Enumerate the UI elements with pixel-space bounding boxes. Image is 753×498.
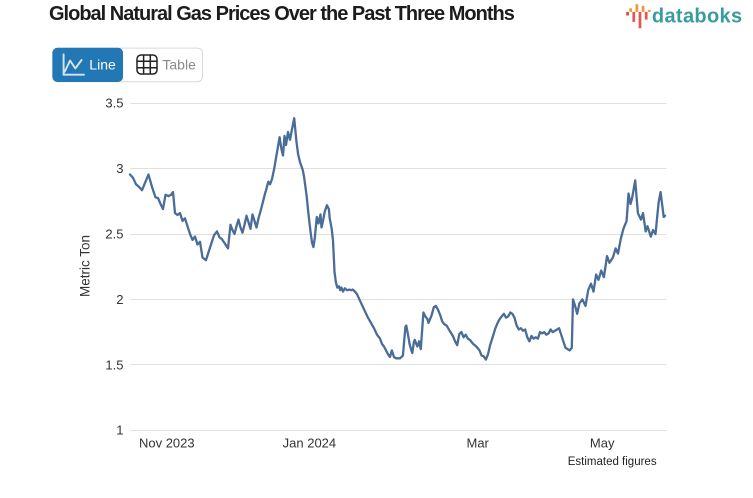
svg-text:databoks: databoks [652,6,743,28]
svg-text:Global Natural Gas Prices Over: Global Natural Gas Prices Over the Past … [49,3,515,25]
svg-text:Line: Line [89,57,116,73]
svg-text:3.5: 3.5 [105,96,123,111]
svg-text:Jan 2024: Jan 2024 [283,436,337,451]
svg-text:Nov 2023: Nov 2023 [139,436,195,451]
svg-text:1: 1 [116,423,123,438]
svg-text:Table: Table [162,57,196,73]
svg-text:2.5: 2.5 [105,227,123,242]
svg-text:Estimated figures: Estimated figures [568,456,657,468]
svg-text:May: May [590,436,615,451]
svg-text:Mar: Mar [467,436,490,451]
svg-text:2: 2 [116,292,123,307]
svg-text:Metric Ton: Metric Ton [78,235,93,297]
svg-text:3: 3 [116,161,123,176]
svg-text:1.5: 1.5 [105,357,123,372]
